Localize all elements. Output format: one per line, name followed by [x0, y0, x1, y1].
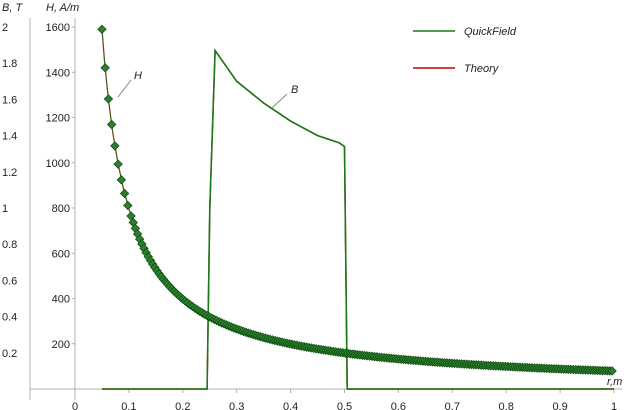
x-tick-label: 0.5	[337, 401, 352, 410]
annotation-b: B	[271, 84, 298, 109]
h-marker	[97, 24, 107, 34]
y-b-tick-label: 1.8	[2, 58, 17, 70]
h-marker	[106, 119, 117, 130]
y-h-tick-label: 1000	[46, 158, 70, 170]
x-tick-label: 0.8	[499, 401, 514, 410]
y-b-tick-label: 1.2	[2, 167, 17, 179]
y-axis-label-b: B, T	[2, 2, 23, 14]
y-h-tick-label: 1600	[46, 22, 70, 34]
annotation-h-leader	[117, 79, 132, 98]
y-b-tick-label: 0.8	[2, 239, 17, 251]
h-marker	[116, 175, 127, 185]
y-b-tick-label: 0.2	[2, 348, 17, 360]
y-h-tick-label: 1200	[46, 113, 70, 125]
x-tick-label: 0.4	[283, 401, 298, 410]
y-b-tick-label: 1.4	[2, 131, 17, 143]
annotation-h-label: H	[134, 70, 142, 82]
x-tick-label: 0.3	[229, 401, 244, 410]
h-marker	[113, 159, 123, 169]
y-b-tick-label: 1.6	[2, 94, 17, 106]
legend-label-quickfield: QuickField	[464, 26, 517, 38]
h-marker	[123, 200, 133, 211]
x-tick-label: 0.1	[121, 401, 136, 410]
h-marker	[103, 94, 114, 104]
h-markers	[97, 24, 617, 376]
axes	[29, 18, 622, 400]
x-tick-label: 0	[72, 401, 78, 410]
x-tick-label: 0.6	[391, 401, 406, 410]
series-b-theory	[102, 48, 614, 390]
x-axis-label: r,m	[607, 376, 622, 388]
y-b-tick-label: 0.6	[2, 275, 17, 287]
legend-label-theory: Theory	[464, 63, 500, 75]
y-b-tick-label: 0.4	[2, 312, 17, 324]
h-marker	[100, 63, 110, 73]
series-h-quickfield	[101, 29, 615, 372]
h-marker	[119, 188, 130, 199]
series	[101, 29, 615, 390]
y-h-tick-label: 200	[52, 339, 70, 351]
annotation-b-label: B	[291, 84, 298, 96]
x-tick-label: 0.9	[552, 401, 567, 410]
annotation-h: H	[117, 70, 142, 98]
y-h-tick-label: 600	[52, 248, 70, 260]
legend: QuickField Theory	[413, 26, 517, 75]
x-tick-label: 0.2	[175, 401, 190, 410]
series-b-quickfield	[102, 48, 614, 390]
h-marker	[607, 366, 617, 376]
y-b-tick-label: 1	[2, 203, 8, 215]
y-axis-label-h: H, A/m	[46, 2, 79, 14]
x-tick-label: 1	[611, 401, 617, 410]
y-h-tick-label: 1400	[46, 67, 70, 79]
tick-labels: 0 0.1 0.2 0.3 0.4 0.5 0.6 0.7 0.8 0.9 1 0.2 0.4 0.6 0.…	[2, 22, 617, 410]
y-h-tick-label: 400	[52, 294, 70, 306]
series-h-theory	[101, 29, 615, 372]
y-b-tick-label: 2	[2, 22, 8, 34]
y-h-tick-label: 800	[52, 203, 70, 215]
h-marker	[110, 141, 120, 151]
x-tick-label: 0.7	[445, 401, 460, 410]
annotation-b-leader	[271, 93, 288, 109]
